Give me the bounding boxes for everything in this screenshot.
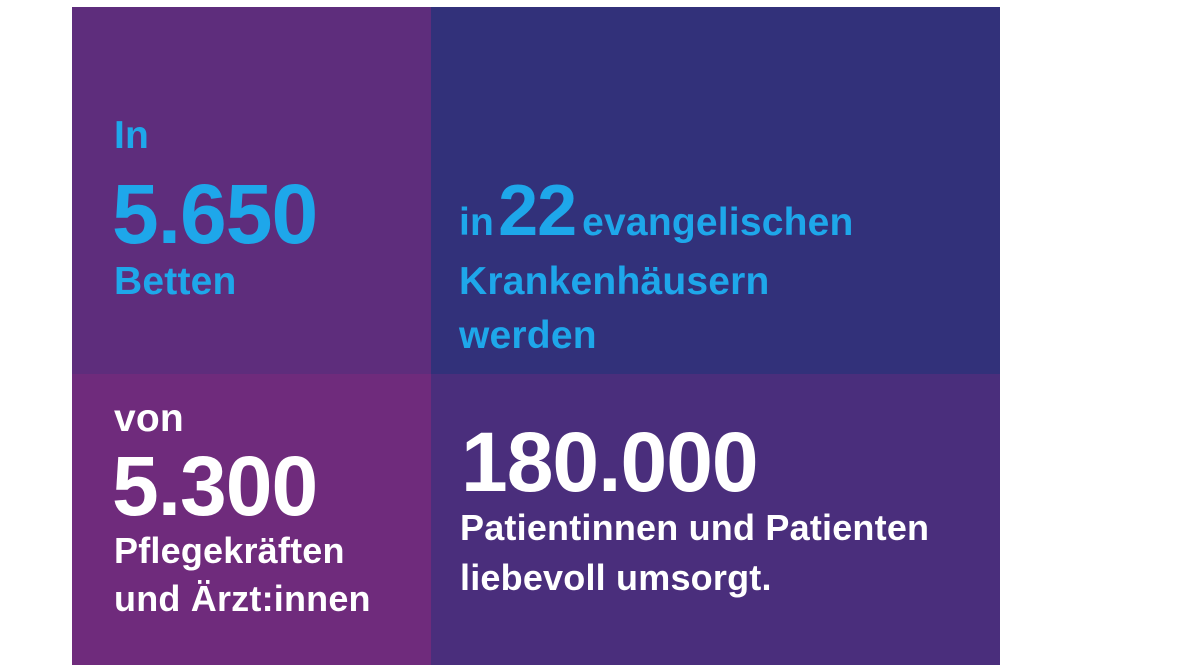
- hospitals-number: 22: [498, 171, 577, 251]
- staff-panel: [72, 374, 431, 665]
- hospitals-line-3: werden: [459, 314, 597, 357]
- beds-panel: [72, 7, 431, 374]
- hospitals-prefix: in: [459, 201, 495, 244]
- patients-number: 180.000: [461, 415, 759, 509]
- patients-line-2: liebevoll umsorgt.: [460, 557, 772, 598]
- hospitals-suffix: evangelischen: [582, 201, 854, 244]
- hospitals-panel: [431, 7, 1000, 374]
- beds-intro: In: [114, 114, 150, 157]
- patients-line-1: Patientinnen und Patienten: [460, 507, 930, 548]
- patients-panel: [431, 374, 1000, 665]
- beds-number: 5.650: [112, 167, 318, 261]
- staff-number: 5.300: [112, 439, 318, 533]
- staff-intro: von: [114, 397, 184, 440]
- staff-line-1: Pflegekräften: [114, 530, 345, 571]
- hospitals-line-1: in22 evangelischen: [459, 170, 854, 252]
- staff-line-2: und Ärzt:innen: [114, 578, 371, 619]
- hospitals-line-2: Krankenhäusern: [459, 260, 770, 303]
- beds-unit: Betten: [114, 260, 237, 303]
